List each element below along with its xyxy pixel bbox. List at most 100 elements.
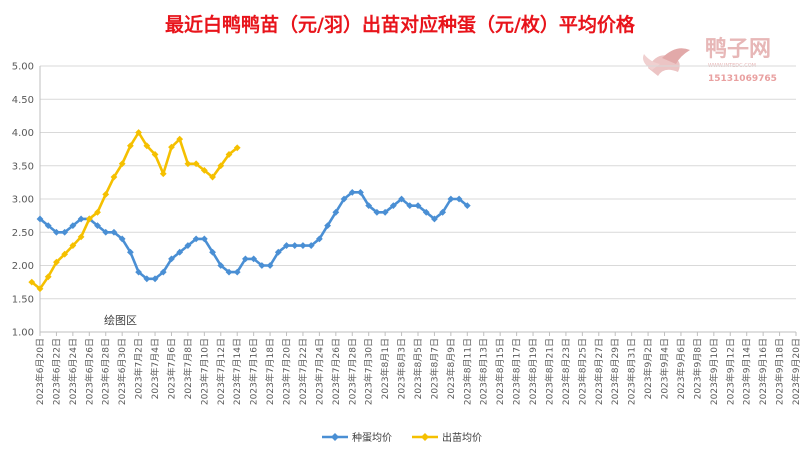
- x-tick-label: 2023年6月30日: [116, 338, 128, 405]
- legend-item-egg[interactable]: 种蛋均价: [322, 431, 392, 444]
- data-point: [217, 162, 225, 170]
- data-point: [447, 195, 455, 203]
- x-tick-label: 2023年8月29日: [609, 338, 621, 405]
- x-tick-label: 2023年8月19日: [527, 338, 539, 405]
- data-point: [315, 235, 323, 243]
- y-tick-label: 2.50: [12, 228, 34, 239]
- y-tick-label: 2.00: [12, 261, 34, 272]
- x-tick-label: 2023年7月4日: [149, 338, 161, 399]
- series-1: [28, 129, 241, 293]
- x-tick-label: 2023年7月24日: [313, 338, 325, 405]
- x-tick-label: 2023年8月13日: [478, 338, 490, 405]
- data-point: [126, 142, 134, 150]
- watermark: 鸭子网 WWW.INTEDC.COM 15131069765: [643, 36, 777, 84]
- data-point: [53, 228, 60, 236]
- data-point: [200, 235, 208, 243]
- x-tick-label: 2023年6月28日: [100, 338, 112, 405]
- data-point: [209, 173, 216, 181]
- data-point: [69, 222, 77, 229]
- data-point: [151, 151, 159, 158]
- data-point: [176, 135, 184, 143]
- data-point: [77, 215, 85, 223]
- legend-item-duckling[interactable]: 出苗均价: [412, 431, 482, 444]
- grid-lines: [40, 65, 796, 300]
- data-point: [373, 208, 381, 216]
- y-tick-label: 3.00: [12, 195, 34, 206]
- data-point: [233, 144, 241, 152]
- data-point: [291, 242, 299, 249]
- data-point: [159, 268, 167, 276]
- data-point: [184, 160, 192, 168]
- x-tick-label: 2023年9月12日: [724, 338, 736, 405]
- x-tick-label: 2023年7月6日: [165, 338, 177, 399]
- x-tick-label: 2023年6月26日: [83, 338, 95, 405]
- data-point: [69, 242, 77, 249]
- x-tick-label: 2023年8月17日: [511, 338, 523, 405]
- x-axis-ticks: 2023年6月20日 2023年6月22日 2023年6月24日 2023年6月26日…: [34, 332, 800, 405]
- x-tick-label: 2023年6月22日: [50, 338, 62, 405]
- watermark-phone-text: 15131069765: [708, 74, 777, 84]
- x-tick-label: 2023年7月2日: [133, 338, 145, 399]
- data-point: [398, 195, 405, 203]
- data-point: [406, 202, 414, 210]
- data-point: [176, 248, 184, 256]
- duck-logo-icon: [643, 48, 690, 76]
- x-tick-label: 2023年8月9日: [445, 338, 457, 399]
- data-point: [94, 208, 101, 216]
- data-point: [414, 202, 422, 210]
- data-point: [61, 228, 69, 236]
- data-point: [307, 242, 315, 249]
- x-tick-label: 2023年7月16日: [248, 338, 260, 405]
- series-0: [36, 188, 471, 283]
- data-point: [143, 275, 151, 283]
- x-tick-label: 2023年8月3日: [396, 338, 408, 399]
- data-point: [324, 222, 332, 229]
- data-point: [168, 255, 175, 263]
- data-point: [422, 208, 430, 216]
- data-point: [463, 202, 471, 210]
- x-tick-label: 2023年8月31日: [626, 338, 638, 405]
- x-tick-label: 2023年6月24日: [67, 338, 79, 405]
- data-point: [77, 233, 85, 241]
- data-point: [258, 262, 266, 269]
- data-point: [348, 188, 356, 196]
- data-point: [36, 285, 44, 293]
- data-point: [44, 273, 52, 281]
- data-point: [126, 248, 134, 256]
- x-tick-label: 2023年7月12日: [215, 338, 227, 405]
- x-tick-label: 2023年7月26日: [330, 338, 342, 405]
- y-tick-label: 3.50: [12, 161, 34, 172]
- data-point: [381, 208, 389, 216]
- x-tick-label: 2023年8月25日: [576, 338, 588, 405]
- data-point: [94, 222, 101, 229]
- x-tick-label: 2023年9月18日: [774, 338, 786, 405]
- watermark-logo-text: 鸭子网: [705, 36, 771, 62]
- data-point: [389, 202, 397, 210]
- data-point: [283, 242, 290, 249]
- x-tick-label: 2023年6月20日: [34, 338, 46, 405]
- data-point: [209, 248, 216, 256]
- data-point: [110, 173, 118, 181]
- data-point: [53, 258, 60, 266]
- plot-area-label: 绘图区: [104, 313, 137, 327]
- y-tick-label: 5.00: [12, 62, 34, 73]
- data-point: [135, 129, 143, 136]
- x-tick-label: 2023年7月30日: [363, 338, 375, 405]
- data-point: [184, 242, 192, 249]
- x-tick-label: 2023年9月2日: [642, 338, 654, 399]
- data-point: [110, 228, 118, 236]
- data-point: [61, 250, 69, 258]
- data-point: [365, 202, 373, 210]
- data-point: [151, 275, 159, 283]
- x-tick-label: 2023年8月1日: [379, 338, 391, 399]
- data-point: [118, 235, 126, 243]
- data-point: [250, 255, 258, 263]
- data-point: [217, 262, 225, 269]
- data-point: [266, 262, 274, 269]
- data-point: [225, 151, 233, 158]
- x-tick-label: 2023年9月4日: [659, 338, 671, 399]
- x-tick-label: 2023年7月10日: [198, 338, 210, 405]
- data-point: [340, 195, 348, 203]
- x-tick-label: 2023年7月20日: [281, 338, 293, 405]
- legend: 种蛋均价 出苗均价: [322, 431, 482, 444]
